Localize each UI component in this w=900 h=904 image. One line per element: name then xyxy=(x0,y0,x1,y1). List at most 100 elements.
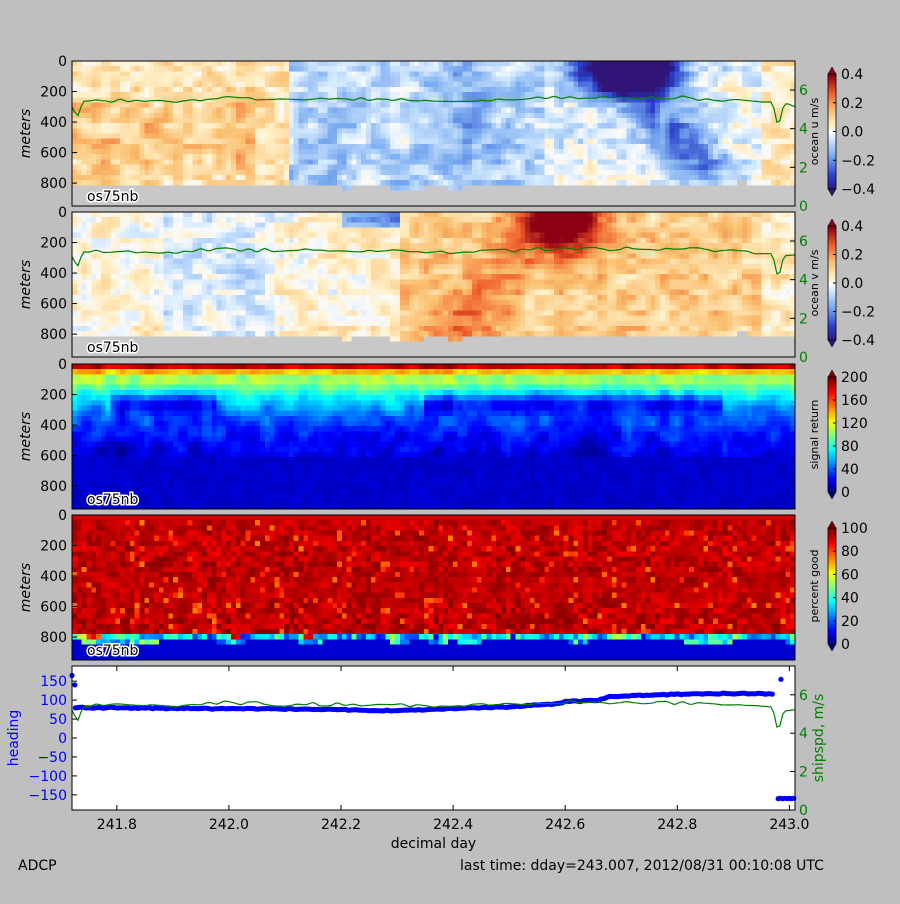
heatmap-cell xyxy=(294,77,299,83)
heatmap-cell xyxy=(139,290,144,296)
heatmap-cell xyxy=(752,165,757,171)
heatmap-cell xyxy=(395,170,400,176)
heatmap-cell xyxy=(491,144,496,150)
heatmap-cell xyxy=(299,154,304,160)
heatmap-cell xyxy=(168,290,173,296)
heatmap-cell xyxy=(135,71,140,77)
heatmap-cell xyxy=(144,102,149,108)
heatmap-cell xyxy=(462,159,467,165)
heatmap-cell xyxy=(506,149,511,155)
heatmap-cell xyxy=(294,154,299,160)
colorbar-tick-label: 0.0 xyxy=(841,125,863,141)
heatmap-cell xyxy=(188,66,193,72)
heatmap-cell xyxy=(728,108,733,114)
heatmap-cell xyxy=(77,295,82,301)
heatmap-cell xyxy=(515,190,520,196)
heatmap-cell xyxy=(684,77,689,83)
heatmap-cell xyxy=(125,310,130,316)
heatmap-cell xyxy=(202,159,207,165)
heatmap-cell xyxy=(728,196,733,202)
heatmap-cell xyxy=(636,108,641,114)
heatmap-cell xyxy=(299,102,304,108)
colorbar-segment xyxy=(828,77,836,80)
heatmap-cell xyxy=(332,180,337,186)
heatmap-cell xyxy=(356,190,361,196)
heatmap-cell xyxy=(366,71,371,77)
heatmap-cell xyxy=(149,316,154,322)
heatmap-cell xyxy=(429,113,434,119)
heatmap-cell xyxy=(631,71,636,77)
heatmap-cell xyxy=(130,222,135,228)
heatmap-cell xyxy=(544,165,549,171)
heatmap-cell xyxy=(732,123,737,129)
heatmap-cell xyxy=(130,102,135,108)
heatmap-cell xyxy=(212,134,217,140)
heatmap-cell xyxy=(756,87,761,93)
heatmap-cell xyxy=(149,269,154,275)
heatmap-cell xyxy=(96,290,101,296)
heatmap-cell xyxy=(265,77,270,83)
heatmap-cell xyxy=(332,196,337,202)
heatmap-cell xyxy=(409,170,414,176)
heatmap-cell xyxy=(226,139,231,145)
heatmap-cell xyxy=(337,71,342,77)
heatmap-cell xyxy=(337,113,342,119)
heatmap-cell xyxy=(689,82,694,88)
heatmap-cell xyxy=(530,144,535,150)
heatmap-cell xyxy=(665,165,670,171)
heatmap-cell xyxy=(231,180,236,186)
heatmap-cell xyxy=(723,108,728,114)
heatmap-cell xyxy=(665,196,670,202)
heatmap-cell xyxy=(149,295,154,301)
heatmap-cell xyxy=(732,113,737,119)
heatmap-cell xyxy=(776,77,781,83)
heatmap-cell xyxy=(482,118,487,124)
heatmap-cell xyxy=(183,118,188,124)
heatmap-cell xyxy=(139,238,144,244)
heatmap-cell xyxy=(395,92,400,98)
heatmap-cell xyxy=(168,341,173,347)
heatmap-cell xyxy=(130,87,135,93)
heatmap-cell xyxy=(347,108,352,114)
heatmap-cell xyxy=(646,66,651,72)
heatmap-cell xyxy=(424,113,429,119)
heatmap-cell xyxy=(385,71,390,77)
heatmap-cell xyxy=(77,279,82,285)
heatmap-cell xyxy=(120,290,125,296)
heatmap-cell xyxy=(448,185,453,191)
heatmap-cell xyxy=(371,190,376,196)
heatmap-cell xyxy=(443,196,448,202)
heatmap-cell xyxy=(135,108,140,114)
heatmap-cell xyxy=(593,149,598,155)
heatmap-cell xyxy=(193,274,198,280)
heatmap-cell xyxy=(202,190,207,196)
heatmap-cell xyxy=(409,61,414,67)
heatmap-cell xyxy=(106,71,111,77)
heatmap-cell xyxy=(487,113,492,119)
heatmap-cell xyxy=(429,92,434,98)
heatmap-cell xyxy=(120,66,125,72)
heatmap-cell xyxy=(525,77,530,83)
heatmap-cell xyxy=(125,66,130,72)
heatmap-cell xyxy=(785,128,790,134)
heatmap-cell xyxy=(188,217,193,223)
heatmap-cell xyxy=(626,185,631,191)
heatmap-cell xyxy=(308,185,313,191)
heatmap-cell xyxy=(366,149,371,155)
heatmap-cell xyxy=(72,243,77,249)
heatmap-cell xyxy=(670,92,675,98)
heatmap-cell xyxy=(429,123,434,129)
heatmap-cell xyxy=(164,87,169,93)
heatmap-cell xyxy=(82,233,87,239)
heatmap-cell xyxy=(361,92,366,98)
heatmap-cell xyxy=(636,66,641,72)
heatmap-cell xyxy=(352,196,357,202)
heatmap-cell xyxy=(568,102,573,108)
heatmap-cell xyxy=(453,82,458,88)
heatmap-cell xyxy=(732,102,737,108)
heatmap-cell xyxy=(279,134,284,140)
heatmap-cell xyxy=(217,66,222,72)
heatmap-cell xyxy=(549,113,554,119)
heatmap-cell xyxy=(197,190,202,196)
heatmap-cell xyxy=(347,77,352,83)
